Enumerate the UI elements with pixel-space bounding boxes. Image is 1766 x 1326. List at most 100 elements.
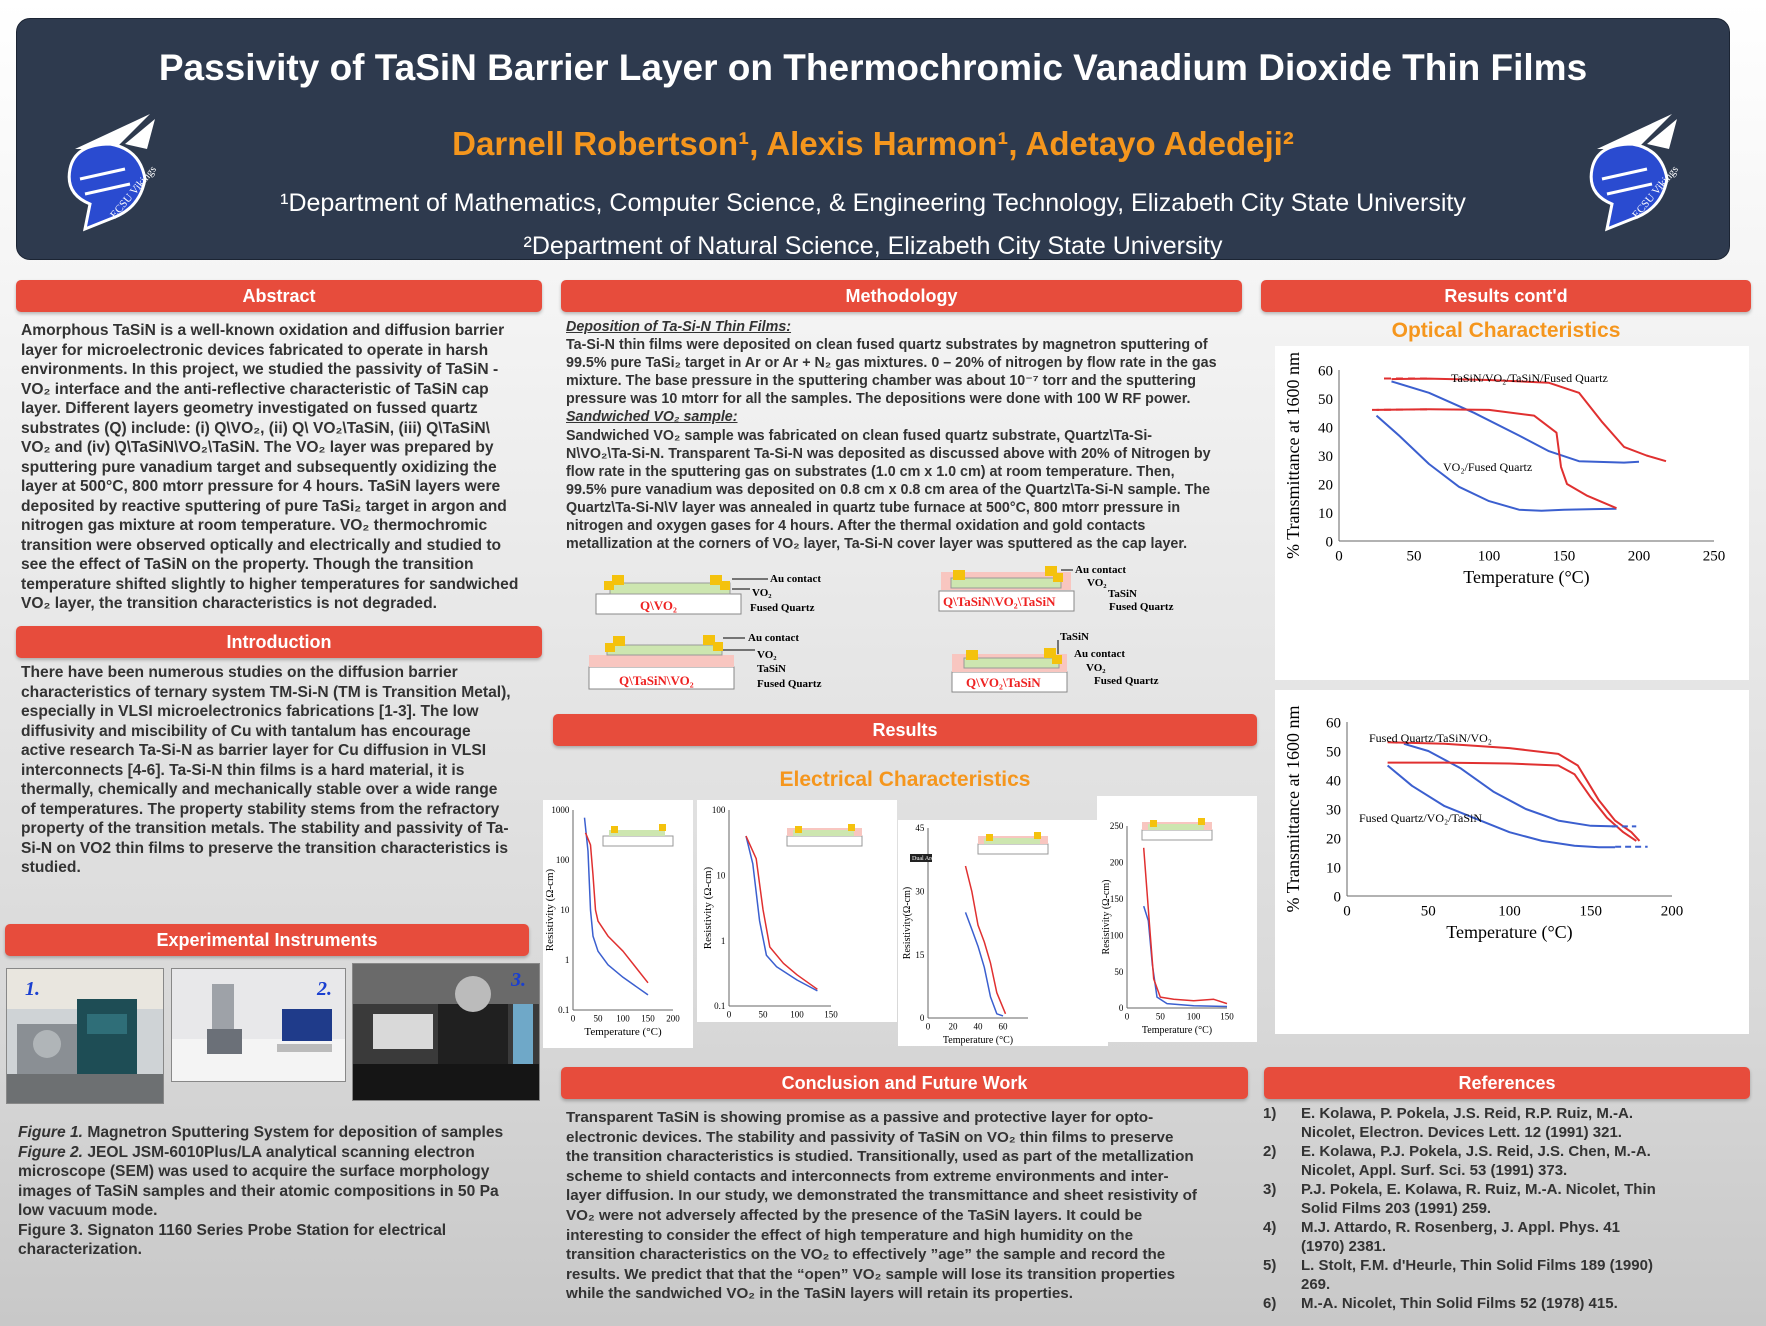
x-tick-label: 50	[594, 1014, 604, 1024]
electrical-chart-4: 0501001502002500 50 100 150Temperature (°C)…	[1097, 796, 1257, 1042]
reference-item: 2) E. Kolawa, P.J. Pokela, J.S. Reid, J.S…	[1263, 1142, 1753, 1180]
text-line: Quartz\Ta-Si-N\V layer was annealed in q…	[566, 499, 1256, 517]
x-tick-label: 150	[1220, 1012, 1234, 1022]
x-tick-label: 0	[1335, 549, 1343, 565]
svg-text:Au contact: Au contact	[1075, 564, 1126, 576]
electrical-chart-2: 0.1110100050100150Temperature (°C)Resist…	[697, 800, 897, 1022]
viking-logo-right: ECSU Vikings	[1577, 109, 1687, 239]
x-axis-label: Temperature (°C)	[1142, 1025, 1212, 1036]
text-line: see the effect of TaSiN on the property.…	[21, 555, 551, 575]
sputtering-system-photo: 1.	[6, 968, 164, 1104]
reference-item: 4) M.J. Attardo, R. Rosenberg, J. Appl. P…	[1263, 1218, 1753, 1256]
text-line: results. We predict that that the “open”…	[566, 1265, 1266, 1285]
text-line: studied.	[21, 858, 551, 878]
y-tick-label: 10	[1318, 506, 1333, 522]
diagram-q-tasin-vo2-tasin: Au contact VO₂ TaSiN Fused Quartz Q\TaSi…	[935, 560, 1195, 616]
x-tick-label: 50	[1156, 1012, 1166, 1022]
caption-line: images of TaSiN samples and their atomic…	[18, 1182, 548, 1202]
inset-au-contact	[986, 834, 993, 841]
text-line: environments. In this project, we studie…	[21, 360, 551, 380]
svg-text:VO₂: VO₂	[1087, 577, 1107, 589]
y-tick-label: 30	[1318, 449, 1333, 465]
y-axis-label: % Transmittance at 1600 nm	[1283, 706, 1303, 913]
y-tick-label: 30	[1326, 802, 1341, 818]
y-axis-label: % Transmittance at 1600 nm	[1283, 352, 1303, 559]
x-tick-label: 0	[926, 1022, 931, 1032]
text-line: while the sandwiched VO₂ in the TaSiN la…	[566, 1284, 1266, 1304]
caption-line: characterization.	[18, 1240, 548, 1260]
x-axis-label: Temperature (°C)	[1463, 567, 1589, 588]
diagram-q-vo2-tasin: TaSiN Au contact VO₂ Fused Quartz Q\VO₂\…	[950, 630, 1210, 696]
methodology-text: Deposition of Ta-Si-N Thin Films: Ta-Si-…	[566, 318, 1256, 553]
x-tick-label: 100	[1478, 549, 1501, 565]
text-line: active research Ta-Si-N as barrier layer…	[21, 741, 551, 761]
y-tick-label: 0	[920, 1013, 925, 1023]
y-tick-label: 50	[1114, 967, 1124, 977]
photo-label: 3.	[510, 969, 526, 991]
sem-photo: 2.	[171, 968, 346, 1082]
caption-line: Figure 2. JEOL JSM-6010Plus/LA analytica…	[18, 1143, 548, 1163]
electrical-chart-3: 01530450 20 40 60Temperature (°C)Resistivit…	[898, 820, 1108, 1046]
text-line: interconnects [4-6]. Ta-Si-N thin films …	[21, 761, 551, 781]
affiliation-2: ²Department of Natural Science, Elizabet…	[17, 232, 1729, 261]
x-tick-label: 150	[1553, 549, 1576, 565]
probe-station-photo: 3.	[352, 963, 540, 1101]
author-list: Darnell Robertson¹, Alexis Harmon¹, Adet…	[17, 125, 1729, 163]
text-line: interesting to consider the effect of hi…	[566, 1226, 1266, 1246]
series-annotation: TaSiN/VO₂/TaSiN/Fused Quartz	[1451, 371, 1608, 385]
text-line: diffusivity and miscibility of Cu with t…	[21, 722, 551, 742]
text-line: pressure was 10 mtorr for all the sample…	[566, 390, 1256, 408]
text-line: Amorphous TaSiN is a well-known oxidatio…	[21, 321, 551, 341]
text-line: VO₂ interface and the anti-reflective ch…	[21, 380, 551, 400]
y-tick-label: 40	[1326, 773, 1341, 789]
reference-item: 6) M.-A. Nicolet, Thin Solid Films 52 (19…	[1263, 1294, 1753, 1313]
svg-text:Au contact: Au contact	[1074, 648, 1125, 660]
text-line: sputtering pure vanadium target and subs…	[21, 458, 551, 478]
text-line: N\VO₂\Ta-Si-N. Transparent Ta-Si-N was d…	[566, 445, 1256, 463]
x-tick-label: 60	[999, 1022, 1009, 1032]
introduction-heading: Introduction	[16, 626, 542, 658]
instruments-heading: Experimental Instruments	[5, 924, 529, 956]
text-line: Sandwiched VO₂ sample was fabricated on …	[566, 427, 1256, 445]
text-line: metallization at the corners of VO₂ laye…	[566, 535, 1256, 553]
y-axis-label: Resistivity (Ω-cm)	[1101, 880, 1112, 955]
inset-vo2-layer	[793, 830, 854, 836]
y-tick-label: 20	[1326, 831, 1341, 847]
series-line	[966, 866, 1006, 1014]
y-tick-label: 10	[560, 905, 570, 915]
y-tick-label: 1000	[551, 805, 570, 815]
y-tick-label: 0.1	[714, 1001, 725, 1011]
text-line: layer diffusion. In our study, we demons…	[566, 1186, 1266, 1206]
svg-text:VO₂: VO₂	[1086, 662, 1106, 674]
x-tick-label: 100	[1187, 1012, 1201, 1022]
text-line: nitrogen and oxygen gases for 4 hours. A…	[566, 517, 1256, 535]
text-line: the transition characteristics is studie…	[566, 1147, 1266, 1167]
results-heading: Results	[553, 714, 1257, 746]
text-line: scheme to shield contacts and interconne…	[566, 1167, 1266, 1187]
series-line	[746, 836, 817, 989]
inset-au-contact	[795, 826, 802, 833]
x-tick-label: 100	[1498, 904, 1521, 920]
results-contd-heading: Results cont'd	[1261, 280, 1751, 312]
svg-text:Fused Quartz: Fused Quartz	[750, 602, 815, 614]
conclusion-text: Transparent TaSiN is showing promise as …	[566, 1108, 1266, 1304]
text-line: transition were observed optically and e…	[21, 536, 551, 556]
y-tick-label: 0	[1334, 889, 1342, 905]
x-tick-label: 250	[1703, 549, 1726, 565]
y-tick-label: 100	[712, 805, 726, 815]
inset-au-contact	[1150, 820, 1157, 827]
y-tick-label: 50	[1318, 392, 1333, 408]
diagram-q-vo2: Au contact VO₂ Fused Quartz Q\VO₂	[590, 567, 850, 619]
inset-note: Dual Area	[912, 856, 937, 862]
y-tick-label: 1	[565, 955, 570, 965]
text-line: 99.5% pure TaSi₂ target in Ar or Ar + N₂…	[566, 354, 1256, 372]
reference-item: 5) L. Stolt, F.M. d'Heurle, Thin Solid Fi…	[1263, 1256, 1753, 1294]
text-line: There have been numerous studies on the …	[21, 663, 551, 683]
text-line: 99.5% pure vanadium was deposited on 0.8…	[566, 481, 1256, 499]
series-line	[586, 833, 649, 983]
svg-text:VO₂: VO₂	[757, 649, 777, 661]
svg-text:Fused Quartz: Fused Quartz	[1094, 675, 1159, 687]
poster-title: Passivity of TaSiN Barrier Layer on Ther…	[17, 47, 1729, 89]
y-tick-label: 100	[1110, 930, 1124, 940]
x-tick-label: 50	[1407, 549, 1422, 565]
